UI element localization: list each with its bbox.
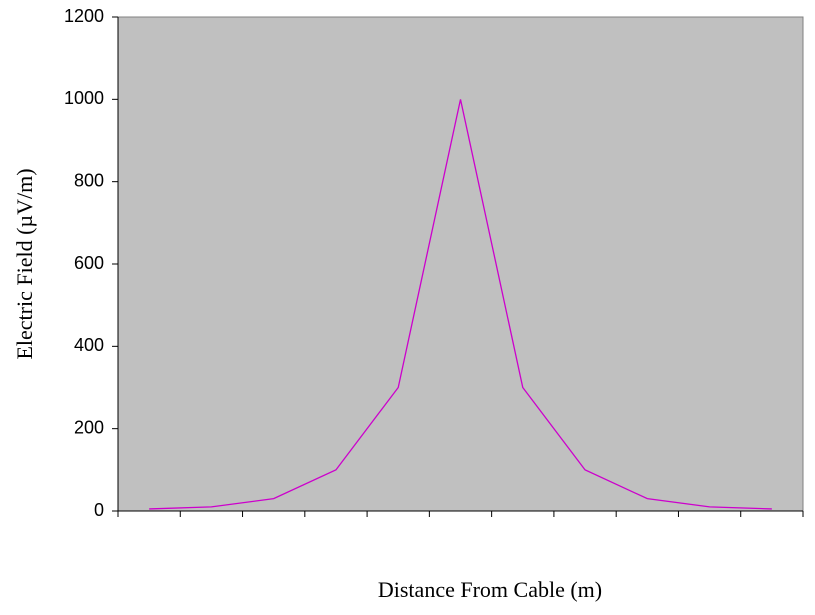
y-tick-label: 1000 [64,88,104,108]
y-tick-label: 1200 [64,6,104,26]
y-tick-label: 800 [74,170,104,190]
y-tick-label: 600 [74,253,104,273]
y-tick-label: 200 [74,417,104,437]
y-tick-label: 400 [74,335,104,355]
data-line [149,99,772,510]
x-axis-title: Distance From Cable (m) [378,577,602,602]
plot-area [117,16,804,512]
y-axis-title: Electric Field (µV/m) [12,168,37,359]
y-tick-label: 0 [94,500,104,520]
